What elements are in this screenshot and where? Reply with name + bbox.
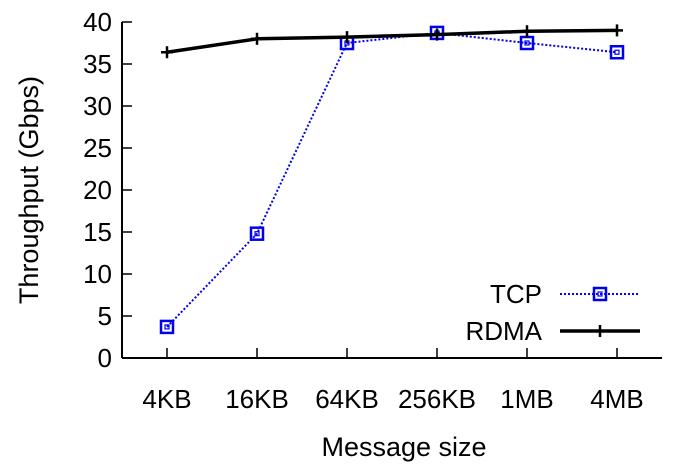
marker-outer [609,44,625,60]
series-rdma-point [251,32,263,45]
legend-marker-tcp [592,286,608,302]
series-tcp-line [166,31,618,328]
x-axis-ticks: 4KB 16KB 64KB 256KB 1MB 4MB [142,348,644,414]
series-rdma-point [341,31,353,44]
y-tick-label: 15 [83,217,112,247]
y-tick-label: 25 [83,133,112,163]
legend-marker-rdma [594,325,606,337]
series-rdma-point [611,24,623,37]
series-rdma-point [161,46,173,59]
legend-label-rdma: RDMA [465,316,542,346]
y-axis-ticks: 0 5 10 15 20 25 30 35 40 [83,7,132,373]
y-tick-label: 40 [83,7,112,37]
marker-inner [164,324,170,330]
y-tick-label: 5 [98,301,112,331]
x-axis-title: Message size [321,432,486,462]
x-tick-label: 64KB [315,384,379,414]
series-tcp-point [159,319,175,335]
series-tcp-point [249,226,265,241]
marker-inner [524,40,530,46]
y-tick-label: 30 [83,91,112,121]
marker-outer [249,226,265,241]
series-rdma-line [166,28,618,54]
y-tick-label: 20 [83,175,112,205]
y-tick-label: 10 [83,259,112,289]
series-tcp-point [609,44,625,60]
marker-inner [254,231,260,237]
series-rdma-point [521,25,533,38]
series-layer [159,24,625,335]
legend-label-tcp: TCP [490,279,542,309]
x-tick-label: 16KB [225,384,289,414]
x-tick-label: 256KB [398,384,476,414]
x-tick-label: 4KB [142,384,191,414]
x-tick-label: 4MB [590,384,643,414]
marker-outer [592,286,608,302]
series-rdma-point [431,28,443,41]
marker-inner [597,291,603,297]
axes [121,22,662,359]
y-axis-title: Throughput (Gbps) [14,76,44,304]
y-tick-label: 35 [83,49,112,79]
y-tick-label: 0 [98,343,112,373]
x-tick-label: 1MB [500,384,553,414]
marker-outer [159,319,175,335]
marker-inner [614,49,620,55]
legend: TCP RDMA [465,279,640,346]
